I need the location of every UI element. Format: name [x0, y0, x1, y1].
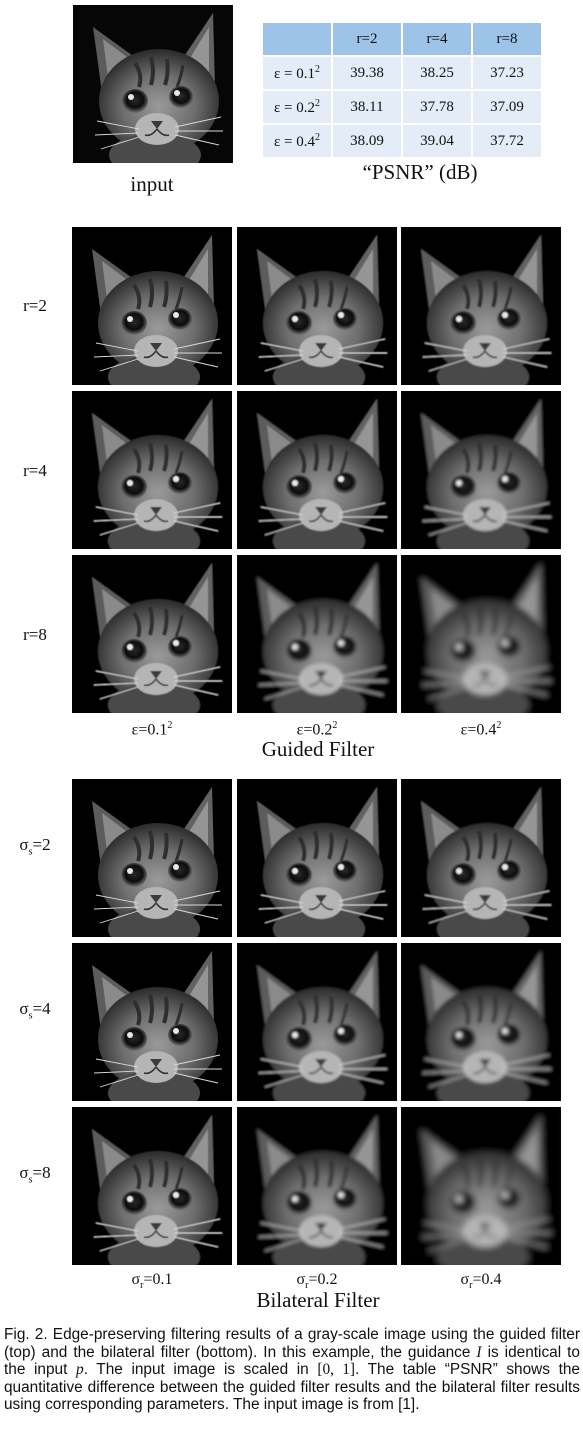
psnr-corner-cell — [263, 23, 331, 55]
psnr-row-header: ε = 0.12 — [263, 57, 331, 89]
bilateral-filter-title: Bilateral Filter — [256, 1288, 380, 1312]
psnr-value: 37.78 — [403, 91, 471, 123]
guided-result-image — [237, 391, 397, 549]
psnr-row: ε = 0.42 38.09 39.04 37.72 — [263, 125, 541, 157]
input-caption: input — [130, 172, 174, 196]
guided-col-label: ε=0.42 — [460, 720, 502, 739]
guided-row-label: r=2 — [23, 296, 47, 315]
bilateral-result-image — [401, 943, 561, 1101]
input-kitten-image — [73, 5, 233, 163]
psnr-value: 37.72 — [473, 125, 541, 157]
guided-filter-title: Guided Filter — [261, 737, 375, 761]
bilateral-result-image — [72, 943, 232, 1101]
psnr-col-header: r=8 — [473, 23, 541, 55]
psnr-row-header: ε = 0.42 — [263, 125, 331, 157]
guided-result-image — [401, 227, 561, 385]
bilateral-col-label: σr=0.1 — [131, 1271, 173, 1292]
guided-col-label: ε=0.22 — [296, 720, 338, 739]
bilateral-result-image — [237, 779, 397, 937]
bilateral-result-image — [237, 943, 397, 1101]
psnr-value: 37.23 — [473, 57, 541, 89]
psnr-value: 38.11 — [333, 91, 401, 123]
psnr-value: 39.38 — [333, 57, 401, 89]
psnr-caption: “PSNR” (dB) — [362, 160, 478, 184]
guided-result-image — [72, 391, 232, 549]
psnr-value: 37.09 — [473, 91, 541, 123]
psnr-table: r=2 r=4 r=8 ε = 0.12 39.38 38.25 37.23 ε… — [261, 21, 543, 159]
guided-result-image — [72, 555, 232, 713]
guided-row-label: r=8 — [23, 625, 47, 644]
bilateral-row-label: σs=2 — [19, 835, 51, 858]
figure-caption: Fig. 2. Edge-preserving filtering result… — [4, 1326, 580, 1414]
psnr-value: 38.25 — [403, 57, 471, 89]
psnr-value: 38.09 — [333, 125, 401, 157]
psnr-header-row: r=2 r=4 r=8 — [263, 23, 541, 55]
psnr-row-header: ε = 0.22 — [263, 91, 331, 123]
guided-result-image — [72, 227, 232, 385]
bilateral-col-label: σr=0.2 — [296, 1271, 338, 1292]
psnr-row: ε = 0.12 39.38 38.25 37.23 — [263, 57, 541, 89]
guided-result-image — [237, 227, 397, 385]
bilateral-result-image — [72, 1107, 232, 1265]
guided-result-image — [237, 555, 397, 713]
guided-result-image — [401, 555, 561, 713]
bilateral-row-label: σs=8 — [19, 1163, 51, 1186]
bilateral-col-label: σr=0.4 — [460, 1271, 502, 1292]
psnr-row: ε = 0.22 38.11 37.78 37.09 — [263, 91, 541, 123]
guided-result-image — [401, 391, 561, 549]
psnr-col-header: r=2 — [333, 23, 401, 55]
bilateral-result-image — [401, 1107, 561, 1265]
bilateral-result-image — [401, 779, 561, 937]
psnr-value: 39.04 — [403, 125, 471, 157]
bilateral-result-image — [72, 779, 232, 937]
bilateral-result-image — [237, 1107, 397, 1265]
guided-col-label: ε=0.12 — [131, 720, 173, 739]
guided-row-label: r=4 — [23, 461, 47, 480]
psnr-col-header: r=4 — [403, 23, 471, 55]
bilateral-row-label: σs=4 — [19, 999, 51, 1022]
